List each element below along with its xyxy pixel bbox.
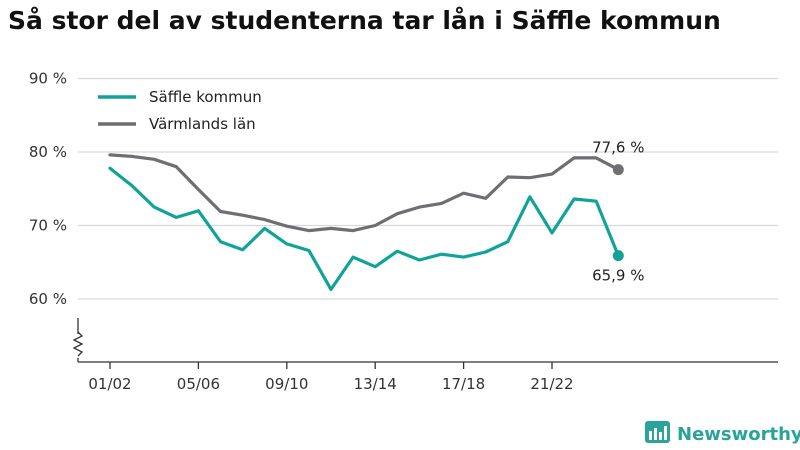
y-tick-label: 90 % — [29, 70, 67, 88]
newsworthy-logo[interactable]: Newsworthy — [645, 421, 800, 445]
end-labels: 77,6 % 65,9 % — [592, 139, 644, 285]
axis-break-icon — [72, 331, 84, 357]
x-tick-label: 05/06 — [177, 375, 220, 393]
y-tick-label: 60 % — [29, 290, 67, 308]
legend-label: Säffle kommun — [149, 88, 262, 106]
chart-title: Så stor del av studenterna tar lån i Säf… — [8, 6, 721, 35]
legend-label: Värmlands län — [149, 115, 256, 133]
x-tick-label: 01/02 — [88, 375, 131, 393]
y-tick-label: 70 % — [29, 217, 67, 235]
end-value-label: 77,6 % — [592, 139, 644, 157]
series-line-1 — [108, 153, 620, 233]
x-axis: 01/02 05/06 09/10 13/14 17/18 21/22 — [72, 318, 778, 393]
series-end-marker — [612, 164, 624, 176]
x-tick-label: 13/14 — [354, 375, 397, 393]
end-value-label: 65,9 % — [592, 267, 644, 285]
series-lines — [108, 153, 624, 291]
legend: Säffle kommun Värmlands län — [98, 88, 262, 133]
newsworthy-logo-icon — [645, 421, 670, 443]
brand-name: Newsworthy — [677, 424, 800, 445]
series-end-marker — [612, 250, 624, 262]
x-tick-label: 21/22 — [530, 375, 573, 393]
y-tick-label: 80 % — [29, 143, 67, 161]
grid-lines — [78, 77, 778, 300]
series-line-0 — [108, 166, 620, 291]
y-axis-ticks: 90 % 80 % 70 % 60 % — [29, 70, 67, 309]
x-tick-label: 17/18 — [442, 375, 485, 393]
x-tick-label: 09/10 — [265, 375, 308, 393]
